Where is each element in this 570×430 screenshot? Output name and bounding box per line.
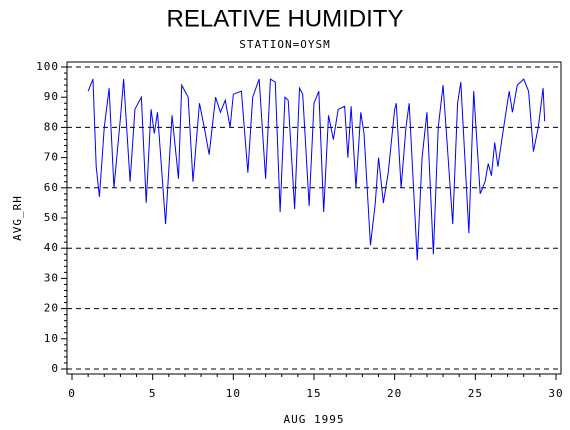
y-tick-label: 40 <box>44 241 59 254</box>
y-tick-label: 80 <box>44 120 59 133</box>
y-tick-label: 10 <box>44 332 59 345</box>
chart-subtitle: STATION=OYSM <box>239 38 330 51</box>
x-axis-label: AUG 1995 <box>284 413 345 426</box>
data-line <box>87 78 546 261</box>
y-tick-label: 70 <box>44 151 59 164</box>
x-tick-label: 20 <box>387 387 402 400</box>
x-tick-label: 15 <box>306 387 321 400</box>
y-tick-label: 90 <box>44 90 59 103</box>
y-tick-label: 100 <box>36 60 59 73</box>
y-axis-label: AVG_RH <box>11 195 24 241</box>
y-tick-label: 60 <box>44 181 59 194</box>
x-tick-label: 30 <box>548 387 563 400</box>
y-tick-label: 20 <box>44 302 59 315</box>
y-tick-label: 30 <box>44 271 59 284</box>
x-tick-label: 0 <box>68 387 76 400</box>
x-tick-label: 10 <box>226 387 241 400</box>
y-tick-label: 0 <box>51 362 59 375</box>
x-tick-label: 25 <box>468 387 483 400</box>
y-tick-label: 50 <box>44 211 59 224</box>
chart-title: RELATIVE HUMIDITY <box>167 5 404 32</box>
x-tick-label: 5 <box>149 387 157 400</box>
